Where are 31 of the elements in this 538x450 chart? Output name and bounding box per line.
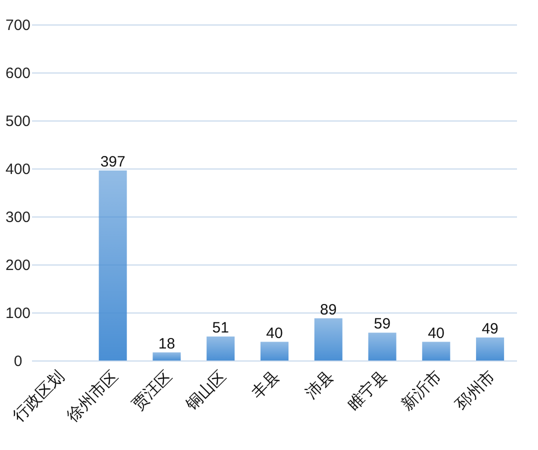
y-tick-label: 200 bbox=[5, 257, 31, 274]
bar bbox=[368, 332, 396, 361]
x-tick-label: 睢宁县 bbox=[344, 367, 392, 414]
data-label: 51 bbox=[212, 320, 229, 337]
bar bbox=[422, 342, 450, 361]
bar bbox=[206, 336, 235, 361]
bar bbox=[98, 170, 127, 361]
y-tick-label: 400 bbox=[5, 161, 31, 178]
y-tick-label: 300 bbox=[5, 209, 31, 226]
data-label: 49 bbox=[482, 320, 498, 338]
y-tick-label: 700 bbox=[5, 17, 31, 34]
x-tick-label: 贾汪区 bbox=[130, 368, 176, 414]
data-label: 89 bbox=[320, 301, 337, 318]
y-tick-label: 0 bbox=[14, 353, 22, 370]
y-tick-label: 600 bbox=[5, 65, 31, 82]
y-tick-label: 500 bbox=[5, 113, 31, 130]
bar bbox=[260, 342, 289, 361]
data-label: 40 bbox=[428, 324, 445, 342]
x-tick-label: 铜山区 bbox=[182, 367, 230, 414]
x-tick-label: 沛县 bbox=[302, 367, 338, 402]
data-label: 397 bbox=[100, 153, 126, 170]
bar bbox=[476, 337, 504, 361]
x-tick-label: 邳州市 bbox=[452, 367, 499, 414]
data-label: 18 bbox=[158, 335, 176, 352]
data-label: 59 bbox=[374, 316, 391, 333]
bar bbox=[152, 352, 181, 361]
x-tick-label: 新沂市 bbox=[398, 367, 445, 414]
bar bbox=[314, 318, 342, 361]
y-tick-label: 100 bbox=[5, 305, 31, 322]
x-tick-label: 丰县 bbox=[248, 367, 284, 402]
data-label: 40 bbox=[266, 324, 283, 342]
